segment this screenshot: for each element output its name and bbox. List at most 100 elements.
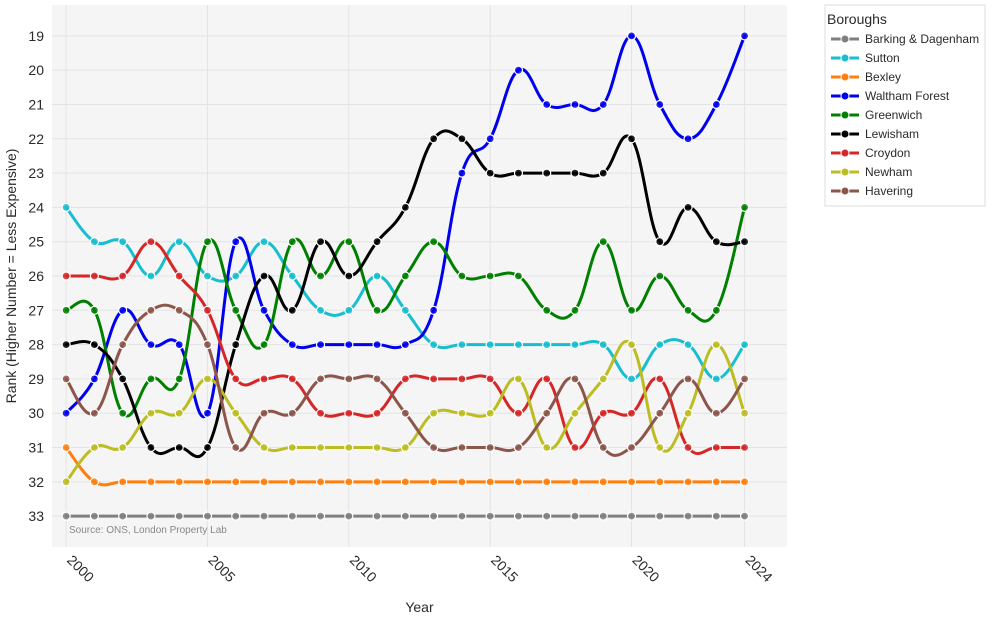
data-point-croydon xyxy=(739,442,750,453)
data-point-havering xyxy=(429,442,439,453)
data-point-sutton xyxy=(542,340,552,350)
data-point-barking-and-dagenham xyxy=(400,511,410,521)
data-point-greenwich xyxy=(570,305,580,315)
legend-label: Havering xyxy=(865,184,913,198)
data-point-greenwich xyxy=(118,408,128,418)
data-point-barking-and-dagenham xyxy=(485,511,495,521)
data-point-sutton xyxy=(739,340,750,350)
data-point-newham xyxy=(739,408,750,418)
data-point-bexley xyxy=(457,477,467,487)
data-point-waltham-forest xyxy=(315,340,326,350)
data-point-bexley xyxy=(146,477,156,487)
legend-items: Barking & Dagenham Sutton Bexley Waltham Fo… xyxy=(831,32,979,198)
data-point-croydon xyxy=(61,271,71,281)
y-tick-label: 20 xyxy=(28,62,44,78)
legend-item-greenwich[interactable]: Greenwich xyxy=(831,108,922,122)
data-point-greenwich xyxy=(287,237,297,247)
data-point-croydon xyxy=(372,408,382,418)
data-point-croydon xyxy=(259,374,269,384)
data-point-sutton xyxy=(315,305,326,315)
data-point-waltham-forest xyxy=(739,31,750,41)
data-point-barking-and-dagenham xyxy=(174,511,184,521)
y-tick-label: 21 xyxy=(28,96,44,112)
legend-item-croydon[interactable]: Croydon xyxy=(831,146,910,160)
data-point-croydon xyxy=(118,271,128,281)
data-point-newham xyxy=(457,408,467,418)
data-point-greenwich xyxy=(457,271,467,281)
data-point-greenwich xyxy=(344,237,354,247)
data-point-barking-and-dagenham xyxy=(542,511,552,521)
x-tick-label: 2024 xyxy=(742,552,775,585)
data-point-newham xyxy=(372,442,382,453)
legend-swatch-marker xyxy=(840,34,850,44)
data-point-newham xyxy=(400,442,410,453)
data-point-lewisham xyxy=(344,271,354,281)
data-point-barking-and-dagenham xyxy=(202,511,213,521)
data-point-lewisham xyxy=(570,168,580,178)
data-point-greenwich xyxy=(372,305,382,315)
legend-item-lewisham[interactable]: Lewisham xyxy=(831,127,919,141)
data-point-bexley xyxy=(739,477,750,487)
data-point-havering xyxy=(542,408,552,418)
data-point-newham xyxy=(598,374,608,384)
data-point-croydon xyxy=(626,408,637,418)
data-point-lewisham xyxy=(61,340,71,350)
legend-item-newham[interactable]: Newham xyxy=(831,165,912,179)
legend-item-sutton[interactable]: Sutton xyxy=(831,51,900,65)
data-point-lewisham xyxy=(89,340,100,350)
data-point-sutton xyxy=(344,305,354,315)
data-point-waltham-forest xyxy=(655,99,665,110)
data-point-lewisham xyxy=(457,134,467,144)
y-tick-labels: 19 20 21 22 23 24 25 26 27 28 29 30 31 32 33 xyxy=(28,28,44,524)
data-point-waltham-forest xyxy=(118,305,128,315)
data-point-greenwich xyxy=(626,305,637,315)
legend-item-barking-and-dagenham[interactable]: Barking & Dagenham xyxy=(831,32,979,46)
data-point-barking-and-dagenham xyxy=(683,511,693,521)
legend-item-havering[interactable]: Havering xyxy=(831,184,913,198)
data-point-sutton xyxy=(231,271,241,281)
data-point-waltham-forest xyxy=(61,408,71,418)
data-point-waltham-forest xyxy=(513,65,524,75)
legend-item-waltham-forest[interactable]: Waltham Forest xyxy=(831,89,950,103)
data-point-newham xyxy=(174,408,184,418)
y-tick-label: 25 xyxy=(28,234,44,250)
legend-label: Croydon xyxy=(865,146,910,160)
data-point-newham xyxy=(61,477,71,487)
data-point-waltham-forest xyxy=(259,305,269,315)
data-point-bexley xyxy=(570,477,580,487)
data-point-barking-and-dagenham xyxy=(259,511,269,521)
data-point-greenwich xyxy=(61,305,71,315)
data-point-bexley xyxy=(711,477,721,487)
y-tick-label: 33 xyxy=(28,508,44,524)
data-point-havering xyxy=(400,408,410,418)
data-point-greenwich xyxy=(485,271,495,281)
data-point-croydon xyxy=(598,408,608,418)
legend-swatch-marker xyxy=(840,186,850,196)
legend-swatch-marker xyxy=(840,167,850,177)
source-note: Source: ONS, London Property Lab xyxy=(69,525,227,536)
data-point-lewisham xyxy=(513,168,524,178)
legend-swatch-marker xyxy=(840,148,850,158)
data-point-lewisham xyxy=(485,168,495,178)
data-point-havering xyxy=(146,305,156,315)
data-point-croydon xyxy=(315,408,326,418)
data-point-greenwich xyxy=(231,305,241,315)
data-point-bexley xyxy=(61,442,71,453)
data-point-lewisham xyxy=(626,134,637,144)
data-point-havering xyxy=(711,408,721,418)
data-point-bexley xyxy=(683,477,693,487)
y-tick-label: 26 xyxy=(28,268,44,284)
data-point-barking-and-dagenham xyxy=(655,511,665,521)
x-tick-label: 2000 xyxy=(64,552,97,585)
series-points xyxy=(61,31,750,521)
data-point-sutton xyxy=(400,305,410,315)
data-point-havering xyxy=(344,374,354,384)
y-tick-label: 23 xyxy=(28,165,44,181)
data-point-waltham-forest xyxy=(344,340,354,350)
data-point-waltham-forest xyxy=(626,31,637,41)
legend-item-bexley[interactable]: Bexley xyxy=(831,70,901,84)
data-point-waltham-forest xyxy=(231,237,241,247)
data-point-croydon xyxy=(287,374,297,384)
data-point-newham xyxy=(89,442,100,453)
